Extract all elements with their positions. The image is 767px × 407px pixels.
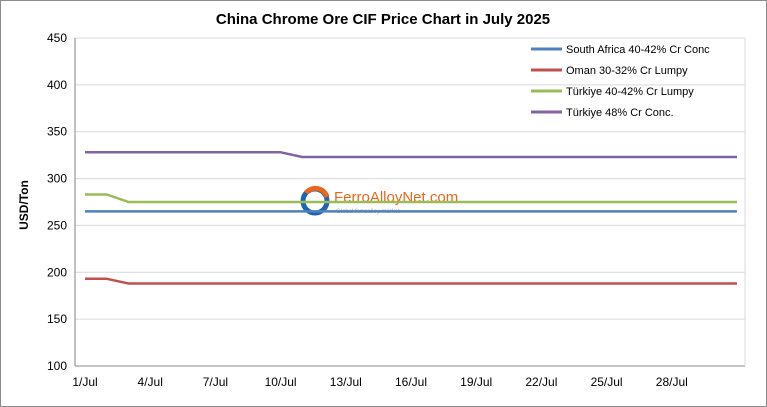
legend-label: Türkiye 48% Cr Conc.: [566, 107, 674, 119]
x-tick-label: 10/Jul: [265, 375, 297, 389]
y-tick-label: 250: [47, 218, 67, 232]
legend-label: Türkiye 40-42% Cr Lumpy: [566, 86, 694, 98]
legend: South Africa 40-42% Cr Conc Oman 30-32% C…: [531, 44, 710, 119]
x-tick-label: 13/Jul: [330, 375, 362, 389]
y-tick-label: 200: [47, 265, 67, 279]
chart-title: China Chrome Ore CIF Price Chart in July…: [216, 11, 550, 28]
y-axis-label: USD/Ton: [17, 180, 31, 230]
legend-label: Oman 30-32% Cr Lumpy: [566, 65, 688, 77]
series-line: [85, 277, 737, 285]
y-tick-label: 350: [47, 125, 67, 139]
y-tick-labels: 100 150 200 250 300 350 400 450: [47, 31, 67, 373]
x-tick-label: 28/Jul: [656, 375, 688, 389]
x-tick-label: 7/Jul: [203, 375, 228, 389]
series-line: [85, 193, 737, 204]
x-tick-label: 4/Jul: [138, 375, 163, 389]
y-tick-label: 450: [47, 31, 67, 45]
y-tick-label: 400: [47, 78, 67, 92]
watermark-text: FerroAlloyNet.com: [334, 189, 458, 206]
logo-arc: [304, 185, 330, 198]
x-tick-labels: 1/Jul 4/Jul 7/Jul 10/Jul 13/Jul 16/Jul 19/Jul 2…: [72, 375, 687, 389]
series-lines: [85, 151, 737, 285]
series-line: [85, 151, 737, 159]
x-tick-label: 1/Jul: [72, 375, 97, 389]
x-tick-label: 19/Jul: [460, 375, 492, 389]
legend-label: South Africa 40-42% Cr Conc: [566, 44, 710, 56]
y-tick-label: 100: [47, 359, 67, 373]
x-tick-label: 22/Jul: [525, 375, 557, 389]
x-tick-label: 16/Jul: [395, 375, 427, 389]
y-tick-label: 300: [47, 172, 67, 186]
x-tick-label: 25/Jul: [591, 375, 623, 389]
axes: [74, 38, 746, 367]
y-tick-label: 150: [47, 312, 67, 326]
